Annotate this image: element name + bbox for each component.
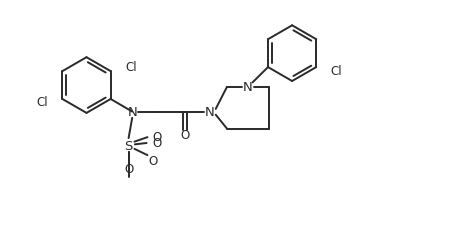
Text: O: O bbox=[152, 130, 161, 143]
Text: N: N bbox=[128, 106, 137, 119]
Text: O: O bbox=[152, 137, 161, 150]
Text: S: S bbox=[124, 139, 133, 152]
Text: Cl: Cl bbox=[330, 65, 342, 78]
Text: Cl: Cl bbox=[36, 95, 48, 108]
Text: Cl: Cl bbox=[125, 61, 137, 74]
Text: N: N bbox=[243, 81, 253, 94]
Text: O: O bbox=[124, 162, 133, 175]
Text: N: N bbox=[205, 106, 215, 119]
Text: O: O bbox=[149, 155, 158, 168]
Text: O: O bbox=[181, 129, 190, 142]
